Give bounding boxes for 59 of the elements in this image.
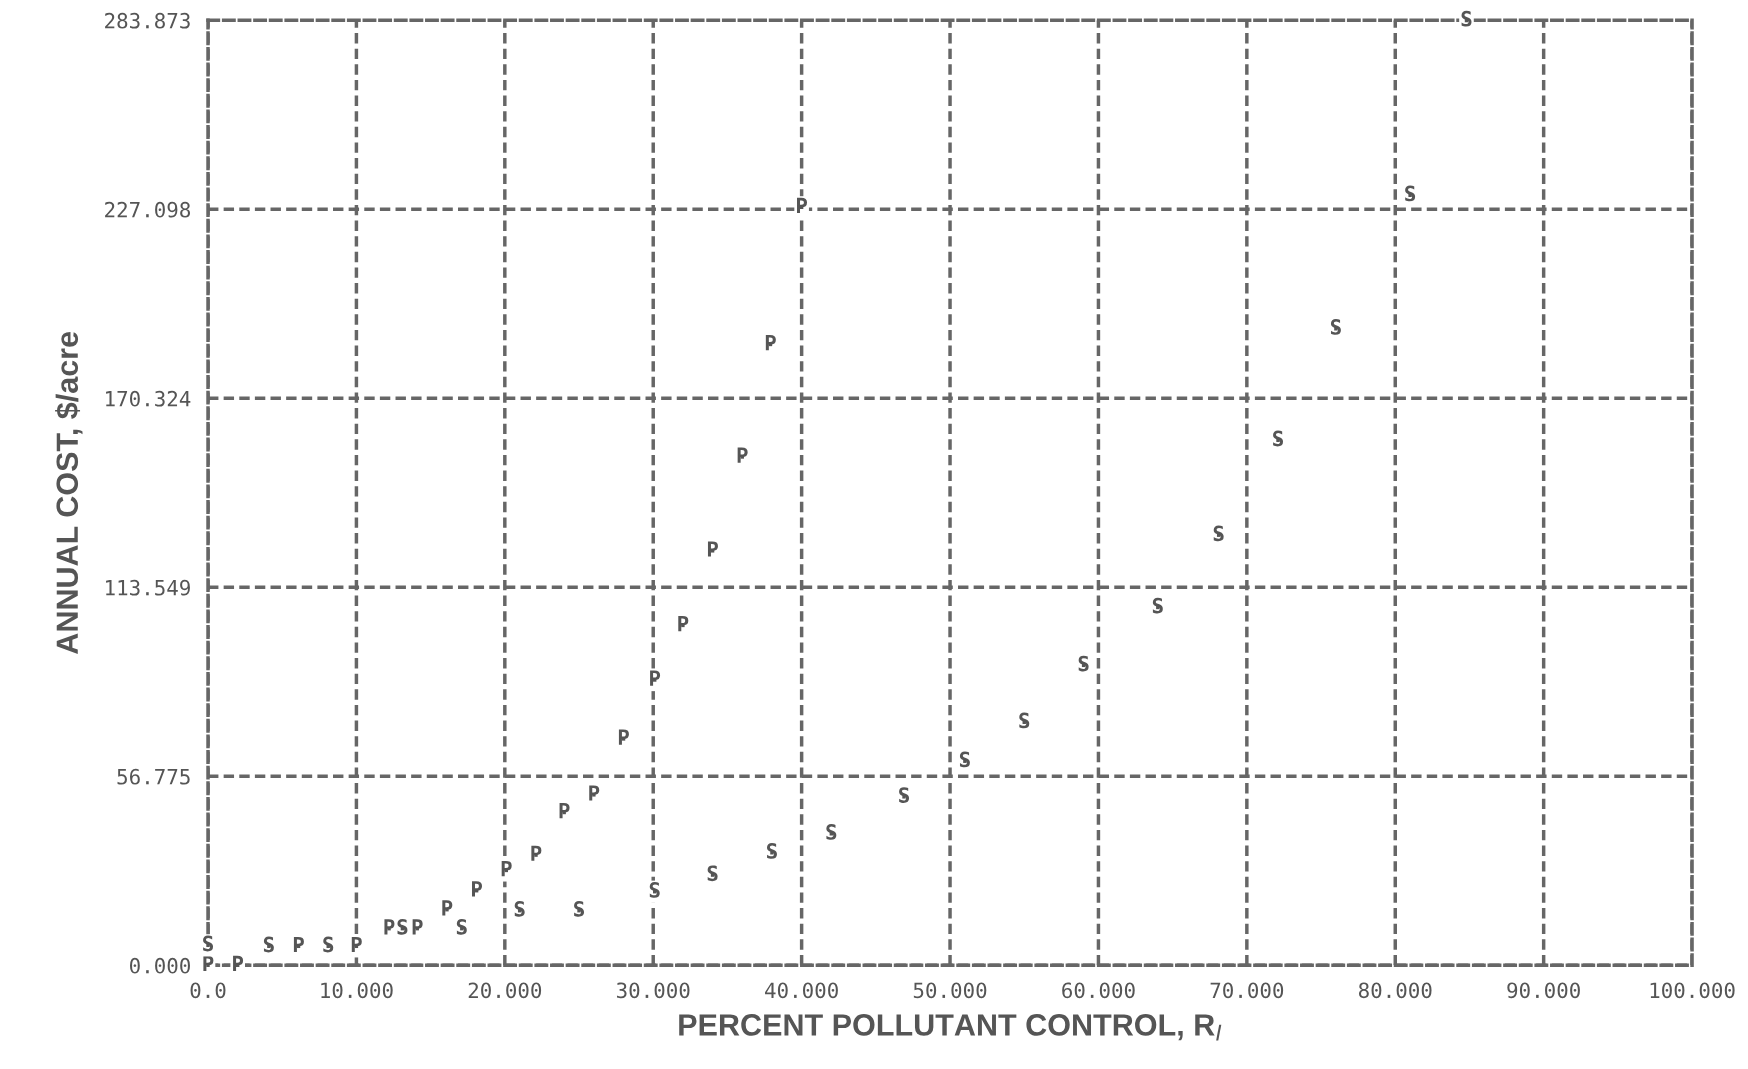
x-tick-label: 100.000 bbox=[1650, 982, 1735, 999]
text: S bbox=[1213, 525, 1224, 542]
x-tick-label: 20.000 bbox=[468, 982, 542, 999]
text: P bbox=[531, 845, 542, 861]
text: S bbox=[1078, 655, 1089, 672]
text: S bbox=[323, 936, 334, 953]
text: S bbox=[263, 936, 274, 953]
text: P bbox=[472, 881, 483, 897]
y-tick-label: 56.775 bbox=[117, 768, 190, 785]
text: P bbox=[203, 955, 214, 972]
text: P bbox=[442, 900, 453, 916]
text: S bbox=[1330, 319, 1341, 335]
x-tick-label: 30.000 bbox=[616, 982, 690, 999]
text: P bbox=[797, 197, 808, 214]
series-label: S bbox=[203, 935, 214, 952]
text: S bbox=[1019, 712, 1030, 729]
series-label: P bbox=[589, 785, 600, 801]
text: S bbox=[826, 824, 837, 840]
x-tick-label: 80.000 bbox=[1358, 982, 1432, 999]
x-tick-label: 40.000 bbox=[765, 982, 838, 999]
x-tick-label: 50.000 bbox=[913, 982, 987, 999]
text: S bbox=[1152, 597, 1163, 614]
y-tick-label: 227.098 bbox=[105, 201, 191, 218]
text: P bbox=[501, 860, 512, 877]
text: P bbox=[765, 335, 776, 351]
text: S bbox=[456, 918, 467, 935]
text: S bbox=[574, 901, 585, 917]
text: S bbox=[514, 901, 525, 917]
text: S bbox=[649, 882, 660, 898]
x-tick-label: 0.0 bbox=[190, 982, 226, 999]
y-axis-title: ANNUAL COST, $/acre bbox=[55, 331, 83, 654]
text: P bbox=[351, 936, 362, 953]
x-axis-title: PERCENT POLLUTANT CONTROL, R$_{I}$ bbox=[679, 1014, 1222, 1041]
text: S bbox=[397, 918, 408, 935]
text: P bbox=[618, 729, 629, 745]
text: P bbox=[384, 919, 395, 935]
x-tick-label: 90.000 bbox=[1507, 982, 1580, 999]
text: P bbox=[678, 615, 689, 632]
text: P bbox=[707, 541, 718, 557]
text: P bbox=[737, 447, 748, 463]
y-tick-label: 283.873 bbox=[105, 12, 190, 29]
y-tick-label: 170.324 bbox=[106, 390, 191, 407]
y-tick-label: 0.000 bbox=[129, 957, 190, 974]
x-tick-label: 10.000 bbox=[321, 982, 393, 999]
text: S bbox=[707, 865, 718, 882]
text: P bbox=[293, 936, 304, 953]
x-tick-label: 70.000 bbox=[1210, 982, 1284, 999]
x-tick-label: 60.000 bbox=[1062, 982, 1135, 999]
text: S bbox=[899, 787, 910, 803]
y-tick-label: 113.549 bbox=[106, 579, 190, 596]
text: S bbox=[959, 751, 970, 768]
text: P bbox=[650, 670, 661, 686]
text: P bbox=[412, 919, 423, 935]
text: P bbox=[559, 803, 570, 819]
text: S bbox=[1461, 10, 1472, 27]
text: S bbox=[766, 843, 777, 859]
text: S bbox=[1273, 430, 1284, 447]
text: P bbox=[233, 955, 244, 972]
text: S bbox=[1405, 185, 1416, 202]
